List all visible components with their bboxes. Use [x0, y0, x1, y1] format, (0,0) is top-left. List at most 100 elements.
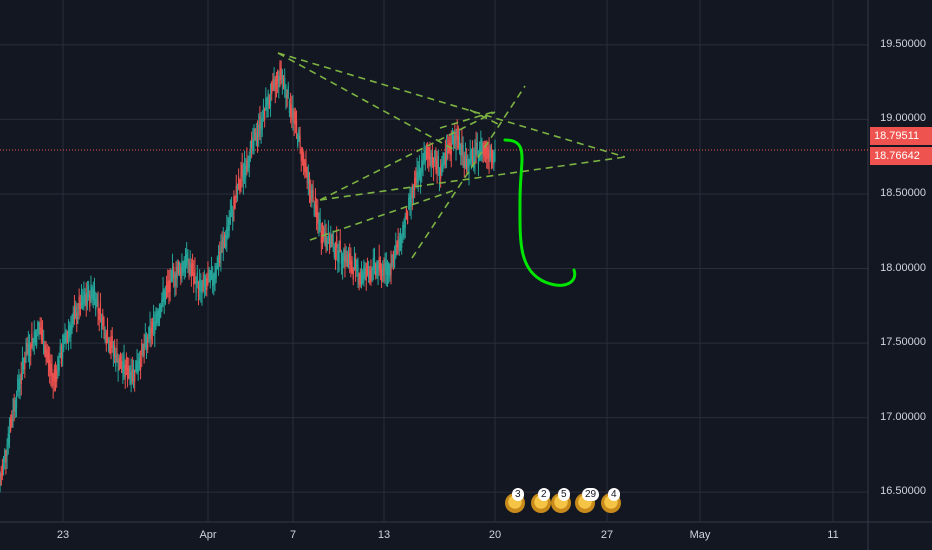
- candle-body: [148, 326, 150, 339]
- candle-body: [370, 266, 372, 279]
- candle-body: [386, 267, 389, 279]
- economic-event-us-icon[interactable]: 5: [548, 488, 574, 514]
- candle-body: [428, 147, 430, 160]
- candle-body: [410, 194, 412, 207]
- time-tick-label: 7: [289, 529, 297, 541]
- candle-body: [30, 344, 32, 357]
- candle-body: [466, 158, 468, 171]
- candle-body: [227, 224, 229, 237]
- candle-body: [98, 307, 100, 320]
- candle-body: [248, 155, 250, 168]
- candle-body: [280, 67, 282, 80]
- candle-body: [138, 357, 141, 370]
- candle-body: [88, 285, 90, 298]
- candle-body: [308, 180, 311, 193]
- economic-event-us-icon[interactable]: 29: [572, 488, 600, 514]
- candle-body: [458, 138, 461, 151]
- candle-body: [311, 186, 313, 199]
- candle-body: [17, 378, 19, 391]
- candle-body: [252, 139, 254, 152]
- candle-body: [144, 335, 146, 348]
- time-tick-label: 11: [827, 529, 839, 541]
- candle-body: [287, 85, 289, 98]
- event-count: 5: [558, 488, 570, 501]
- candle-body: [451, 131, 454, 144]
- price-tick-label: 16.50000: [880, 485, 926, 498]
- candle-body: [486, 147, 488, 159]
- candle-body: [249, 141, 252, 154]
- candle-body: [102, 313, 104, 326]
- candle-body: [477, 152, 480, 165]
- candle-body: [476, 142, 478, 155]
- candle-body: [47, 352, 50, 365]
- candle-body: [379, 260, 382, 273]
- candle-body: [316, 205, 318, 218]
- candle-body: [314, 196, 317, 209]
- candle-body: [1, 464, 3, 477]
- price-tick-label: 19.00000: [880, 112, 926, 125]
- candle-body: [317, 211, 319, 224]
- candle-body: [238, 176, 240, 189]
- candle-body: [343, 249, 345, 262]
- candle-body: [468, 162, 470, 175]
- time-tick-label: 13: [377, 529, 391, 541]
- candle-body: [84, 293, 86, 305]
- candle-body: [265, 98, 267, 111]
- candle-body: [367, 266, 370, 278]
- candle-body: [416, 169, 418, 182]
- economic-event-us-icon[interactable]: 3: [502, 488, 528, 514]
- candle-body: [298, 128, 300, 141]
- candle-body: [203, 275, 205, 288]
- candle-body: [213, 273, 215, 286]
- trend-line: [319, 111, 496, 201]
- candle-body: [197, 284, 200, 297]
- candle-body: [184, 260, 187, 273]
- candle-body: [206, 278, 208, 291]
- candle-body: [209, 270, 211, 283]
- candle-body: [457, 136, 459, 148]
- candle-body: [431, 152, 433, 165]
- candle-body: [454, 131, 456, 144]
- candle-body: [432, 158, 435, 170]
- candle-body: [43, 341, 45, 354]
- candle-body: [229, 211, 231, 224]
- candle-body: [25, 351, 27, 363]
- candle-body: [285, 86, 287, 99]
- candle-body: [130, 371, 132, 384]
- candle-body: [399, 228, 402, 241]
- candle-body: [401, 236, 403, 249]
- candle-body: [449, 143, 451, 156]
- candle-body: [171, 266, 174, 279]
- candle-body: [480, 140, 482, 153]
- economic-event-us-icon[interactable]: 2: [528, 488, 554, 514]
- candle-body: [65, 332, 67, 345]
- candle-body: [100, 317, 103, 330]
- price-tick-label: 18.50000: [880, 186, 926, 199]
- candle-body: [286, 93, 288, 106]
- candle-body: [338, 250, 340, 263]
- economic-event-us-icon[interactable]: 4: [598, 488, 624, 514]
- candle-body: [155, 313, 157, 325]
- candle-body: [277, 70, 279, 83]
- candle-body: [178, 261, 181, 274]
- candle-body: [421, 160, 423, 173]
- candle-body: [398, 238, 400, 251]
- candle-body: [281, 70, 283, 83]
- candle-body: [181, 260, 183, 273]
- candle-body: [240, 172, 242, 185]
- candle-body: [354, 257, 357, 270]
- candle-body: [323, 226, 325, 239]
- candle-body: [306, 166, 308, 179]
- candle-body: [0, 472, 2, 485]
- candle-body: [337, 250, 339, 263]
- candle-body: [96, 294, 98, 307]
- candle-body: [415, 172, 417, 185]
- candle-body: [391, 254, 393, 267]
- candle-body: [424, 150, 426, 163]
- candle-body: [142, 343, 144, 356]
- candle-body: [49, 359, 51, 372]
- candle-body: [135, 360, 137, 373]
- candle-body: [255, 133, 257, 145]
